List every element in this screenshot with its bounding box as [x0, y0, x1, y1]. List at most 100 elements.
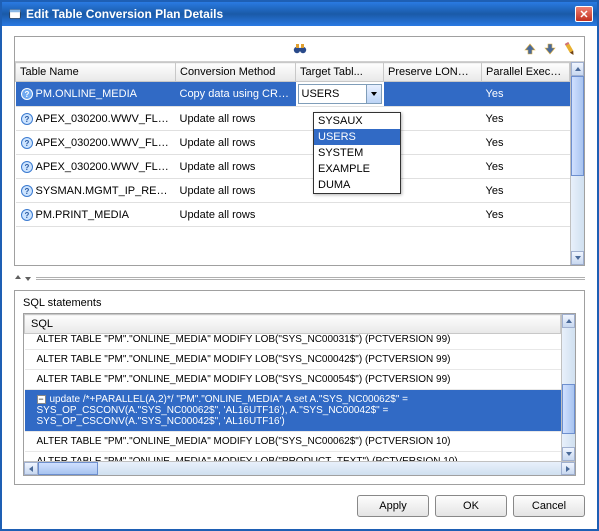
- sql-statements-table[interactable]: SQL ALTER TABLE "PM"."ONLINE_MEDIA" MODI…: [24, 314, 561, 461]
- arrow-down-icon[interactable]: [542, 41, 558, 57]
- help-icon: ?: [20, 87, 34, 101]
- cell-conversion-method[interactable]: Copy data using CRE...: [176, 82, 296, 107]
- cancel-button[interactable]: Cancel: [513, 495, 585, 517]
- sql-cell[interactable]: ALTER TABLE "PM"."ONLINE_MEDIA" MODIFY L…: [25, 432, 561, 452]
- col-conversion-method[interactable]: Conversion Method: [176, 63, 296, 82]
- cell-conversion-method[interactable]: Update all rows: [176, 179, 296, 203]
- col-target-tablespace[interactable]: Target Tabl...: [296, 63, 384, 82]
- cell-table-name[interactable]: ?APEX_030200.WWV_FLOW_...: [16, 131, 176, 155]
- dropdown-option[interactable]: SYSAUX: [314, 113, 400, 129]
- table-row[interactable]: ?APEX_030200.WWV_FLOW_...Update all rows…: [16, 155, 570, 179]
- scroll-thumb[interactable]: [562, 384, 575, 434]
- col-sql[interactable]: SQL: [25, 315, 561, 334]
- cell-table-name[interactable]: ?APEX_030200.WWV_FLOW_...: [16, 107, 176, 131]
- sql-row[interactable]: ALTER TABLE "PM"."ONLINE_MEDIA" MODIFY L…: [25, 334, 561, 350]
- svg-text:?: ?: [24, 187, 29, 196]
- cell-preserve-long[interactable]: [384, 82, 482, 107]
- app-icon: [8, 7, 22, 21]
- conversion-table-panel: Table Name Conversion Method Target Tabl…: [14, 36, 585, 266]
- sql-cell[interactable]: −update /*+PARALLEL(A,2)*/ "PM"."ONLINE_…: [25, 390, 561, 432]
- cell-parallel[interactable]: Yes: [482, 107, 570, 131]
- chevron-down-icon[interactable]: [366, 85, 381, 103]
- arrow-up-icon[interactable]: [522, 41, 538, 57]
- cell-parallel[interactable]: Yes: [482, 82, 570, 107]
- sql-row[interactable]: ALTER TABLE "PM"."ONLINE_MEDIA" MODIFY L…: [25, 350, 561, 370]
- title-bar: Edit Table Conversion Plan Details: [2, 2, 597, 26]
- table-scrollbar[interactable]: [570, 62, 584, 265]
- toolbar: [15, 37, 584, 62]
- scroll-down-button[interactable]: [562, 447, 575, 461]
- table-row[interactable]: ?APEX_030200.WWV_FLOW_...Update all rows…: [16, 107, 570, 131]
- sql-cell[interactable]: ALTER TABLE "PM"."ONLINE_MEDIA" MODIFY L…: [25, 370, 561, 390]
- sql-cell[interactable]: ALTER TABLE "PM"."ONLINE_MEDIA" MODIFY L…: [25, 452, 561, 462]
- cell-table-name[interactable]: ?APEX_030200.WWV_FLOW_...: [16, 155, 176, 179]
- cell-parallel[interactable]: Yes: [482, 131, 570, 155]
- svg-text:?: ?: [24, 163, 29, 172]
- cell-parallel[interactable]: Yes: [482, 179, 570, 203]
- cell-target-tablespace[interactable]: USERS: [296, 82, 384, 107]
- sql-statements-label: SQL statements: [15, 291, 584, 313]
- help-icon: ?: [20, 208, 34, 222]
- sql-cell[interactable]: ALTER TABLE "PM"."ONLINE_MEDIA" MODIFY L…: [25, 350, 561, 370]
- collapse-down-icon[interactable]: [24, 274, 32, 282]
- sql-cell[interactable]: ALTER TABLE "PM"."ONLINE_MEDIA" MODIFY L…: [25, 334, 561, 350]
- dialog-buttons: Apply OK Cancel: [14, 485, 585, 517]
- scroll-right-button[interactable]: [561, 462, 575, 475]
- col-parallel-execution[interactable]: Parallel Execution: [482, 63, 570, 82]
- target-tablespace-combo[interactable]: USERS: [298, 84, 382, 104]
- edit-icon[interactable]: [559, 38, 581, 60]
- sql-row[interactable]: ALTER TABLE "PM"."ONLINE_MEDIA" MODIFY L…: [25, 370, 561, 390]
- col-preserve-long[interactable]: Preserve LONG p...: [384, 63, 482, 82]
- table-row[interactable]: ?SYSMAN.MGMT_IP_REPORT...Update all rows…: [16, 179, 570, 203]
- cell-table-name[interactable]: ?SYSMAN.MGMT_IP_REPORT...: [16, 179, 176, 203]
- scroll-left-button[interactable]: [24, 462, 38, 475]
- help-icon: ?: [20, 160, 34, 174]
- cell-table-name[interactable]: ?PM.ONLINE_MEDIA: [16, 82, 176, 107]
- dropdown-option[interactable]: SYSTEM: [314, 145, 400, 161]
- cell-conversion-method[interactable]: Update all rows: [176, 155, 296, 179]
- target-tablespace-dropdown[interactable]: SYSAUXUSERSSYSTEMEXAMPLEDUMA: [313, 112, 401, 194]
- cell-preserve-long[interactable]: [384, 203, 482, 227]
- close-button[interactable]: [575, 6, 593, 22]
- sql-scrollbar[interactable]: [561, 314, 575, 461]
- sql-statements-panel: SQL statements SQL ALTER TABLE "PM"."ONL…: [14, 290, 585, 485]
- help-icon: ?: [20, 112, 34, 126]
- ok-button[interactable]: OK: [435, 495, 507, 517]
- help-icon: ?: [20, 184, 34, 198]
- collapse-up-icon[interactable]: [14, 274, 22, 282]
- apply-button[interactable]: Apply: [357, 495, 429, 517]
- scroll-thumb[interactable]: [38, 462, 98, 475]
- sql-row[interactable]: ALTER TABLE "PM"."ONLINE_MEDIA" MODIFY L…: [25, 452, 561, 462]
- table-row[interactable]: ?PM.ONLINE_MEDIACopy data using CRE...US…: [16, 82, 570, 107]
- cell-conversion-method[interactable]: Update all rows: [176, 203, 296, 227]
- cell-target-tablespace[interactable]: [296, 203, 384, 227]
- cell-conversion-method[interactable]: Update all rows: [176, 107, 296, 131]
- scroll-thumb[interactable]: [571, 76, 584, 176]
- conversion-table[interactable]: Table Name Conversion Method Target Tabl…: [15, 62, 570, 227]
- dropdown-option[interactable]: EXAMPLE: [314, 161, 400, 177]
- help-icon: ?: [20, 136, 34, 150]
- svg-text:?: ?: [24, 90, 29, 99]
- collapse-icon[interactable]: −: [37, 395, 46, 404]
- binoculars-icon[interactable]: [292, 40, 308, 56]
- cell-parallel[interactable]: Yes: [482, 155, 570, 179]
- svg-text:?: ?: [24, 115, 29, 124]
- scroll-up-button[interactable]: [571, 62, 584, 76]
- sql-hscrollbar[interactable]: [24, 461, 575, 475]
- cell-table-name[interactable]: ?PM.PRINT_MEDIA: [16, 203, 176, 227]
- splitter[interactable]: [14, 270, 585, 286]
- close-icon: [580, 10, 588, 18]
- sql-row[interactable]: −update /*+PARALLEL(A,2)*/ "PM"."ONLINE_…: [25, 390, 561, 432]
- dropdown-option[interactable]: USERS: [314, 129, 400, 145]
- table-row[interactable]: ?APEX_030200.WWV_FLOW_...Update all rows…: [16, 131, 570, 155]
- cell-parallel[interactable]: Yes: [482, 203, 570, 227]
- col-table-name[interactable]: Table Name: [16, 63, 176, 82]
- table-row[interactable]: ?PM.PRINT_MEDIAUpdate all rows Yes: [16, 203, 570, 227]
- sql-row[interactable]: ALTER TABLE "PM"."ONLINE_MEDIA" MODIFY L…: [25, 432, 561, 452]
- scroll-down-button[interactable]: [571, 251, 584, 265]
- window-title: Edit Table Conversion Plan Details: [26, 7, 575, 21]
- dropdown-option[interactable]: DUMA: [314, 177, 400, 193]
- splitter-handle[interactable]: [36, 277, 585, 280]
- scroll-up-button[interactable]: [562, 314, 575, 328]
- cell-conversion-method[interactable]: Update all rows: [176, 131, 296, 155]
